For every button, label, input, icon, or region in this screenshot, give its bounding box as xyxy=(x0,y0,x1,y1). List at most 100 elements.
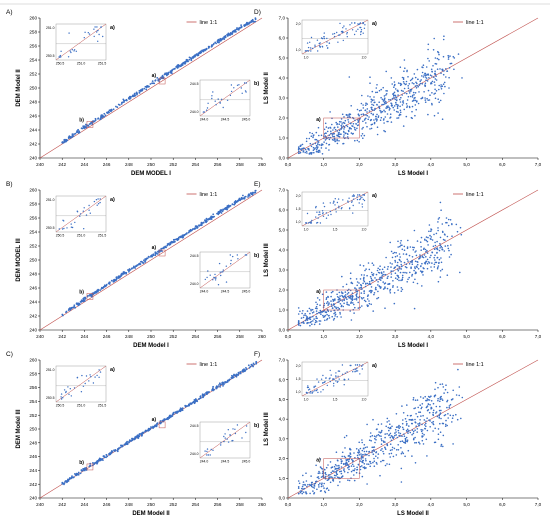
data-point xyxy=(442,73,445,76)
inset-x-tick-label: 1,0 xyxy=(304,228,309,232)
data-point xyxy=(310,308,312,311)
data-point xyxy=(155,252,158,255)
data-point xyxy=(80,299,83,302)
data-point xyxy=(423,419,426,421)
data-point xyxy=(367,95,369,97)
data-point xyxy=(380,96,382,99)
data-point xyxy=(320,485,323,488)
data-point xyxy=(398,113,401,116)
data-point xyxy=(382,452,385,455)
data-point xyxy=(383,101,386,104)
inset-point xyxy=(60,393,63,395)
inset-point xyxy=(203,111,205,113)
data-point xyxy=(387,275,389,278)
data-point xyxy=(389,262,392,264)
data-point xyxy=(407,260,409,262)
data-point xyxy=(226,205,229,208)
data-point xyxy=(356,468,359,471)
panel-label: D) xyxy=(254,9,261,16)
data-point xyxy=(345,459,348,462)
data-point xyxy=(372,104,375,106)
data-point xyxy=(348,458,350,461)
data-point xyxy=(381,98,384,101)
data-point xyxy=(366,108,369,110)
data-point xyxy=(127,269,129,271)
data-point xyxy=(383,271,385,273)
inset-point xyxy=(69,50,72,52)
inset-label: b) xyxy=(254,253,259,259)
data-point xyxy=(448,67,451,69)
inset-point xyxy=(325,217,328,219)
data-point xyxy=(302,310,304,312)
data-point xyxy=(427,43,430,46)
data-point xyxy=(416,266,418,269)
data-point xyxy=(424,76,427,78)
data-point xyxy=(320,144,323,147)
data-point xyxy=(360,109,362,111)
data-point xyxy=(363,463,366,465)
data-point xyxy=(144,261,147,263)
data-point xyxy=(300,490,303,493)
inset-point xyxy=(348,197,350,199)
data-point xyxy=(436,251,438,254)
panel-label: B) xyxy=(6,181,13,188)
inset-point xyxy=(306,212,309,215)
data-point xyxy=(110,279,113,282)
data-point xyxy=(402,452,405,455)
inset-label: a) xyxy=(372,193,377,199)
data-point xyxy=(113,278,116,281)
data-point xyxy=(248,367,251,369)
data-point xyxy=(449,55,451,57)
data-point xyxy=(165,418,168,421)
data-point xyxy=(381,272,383,275)
data-point xyxy=(403,261,406,264)
data-point xyxy=(328,144,330,146)
y-tick-label: 5,0 xyxy=(279,397,286,402)
inset-point xyxy=(66,227,68,229)
data-point xyxy=(336,316,339,318)
data-point xyxy=(397,240,399,243)
data-point xyxy=(193,399,196,401)
data-point xyxy=(375,273,378,276)
data-point xyxy=(368,300,370,302)
data-point xyxy=(416,431,419,433)
inset-point xyxy=(68,393,70,395)
data-point xyxy=(416,84,418,87)
data-point xyxy=(172,238,175,241)
data-point xyxy=(323,487,325,489)
data-point xyxy=(310,484,312,487)
inset-point xyxy=(311,392,313,394)
data-point xyxy=(431,102,433,105)
data-point xyxy=(215,386,218,389)
data-point xyxy=(324,135,327,137)
data-point xyxy=(408,276,411,279)
data-point xyxy=(327,489,330,492)
data-point xyxy=(360,274,363,276)
data-point xyxy=(310,475,312,477)
data-point xyxy=(254,190,257,192)
data-point xyxy=(360,135,363,137)
data-point xyxy=(440,395,443,398)
data-point xyxy=(425,422,427,425)
data-point xyxy=(339,295,341,297)
data-point xyxy=(426,258,429,261)
data-point xyxy=(348,114,351,116)
data-point xyxy=(316,297,319,299)
data-point xyxy=(424,101,427,103)
data-point xyxy=(442,422,445,425)
data-point xyxy=(393,109,396,111)
data-point xyxy=(212,389,215,392)
data-point xyxy=(335,306,337,309)
data-point xyxy=(331,315,334,318)
data-point xyxy=(386,421,389,423)
inset-point xyxy=(226,99,229,102)
data-point xyxy=(348,128,351,130)
data-point xyxy=(376,104,378,106)
data-point xyxy=(331,307,334,309)
x-tick-label: 7,0 xyxy=(535,334,542,339)
data-point xyxy=(349,296,351,298)
inset-x-tick-label: 244.5 xyxy=(221,460,230,464)
data-point xyxy=(411,422,414,425)
data-point xyxy=(361,288,363,291)
data-point xyxy=(429,426,432,428)
